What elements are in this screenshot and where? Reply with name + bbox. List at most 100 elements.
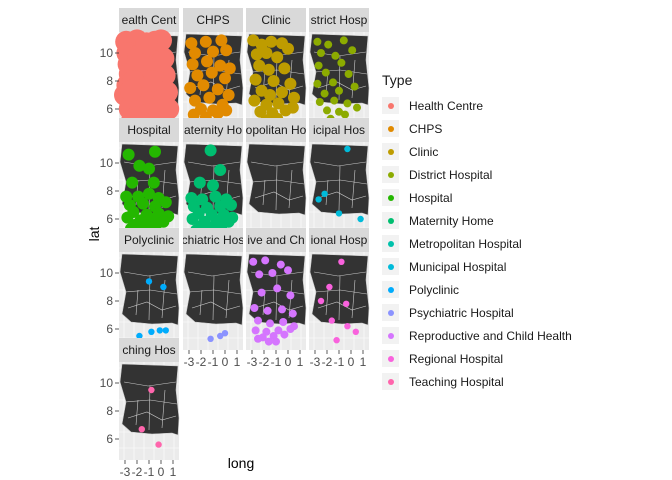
data-point bbox=[253, 59, 266, 72]
legend-dot-icon bbox=[387, 286, 394, 293]
facet-strip bbox=[309, 8, 369, 32]
data-point bbox=[189, 47, 201, 59]
x-tick-label: 1 bbox=[360, 355, 367, 369]
data-point bbox=[199, 35, 212, 48]
legend-item: Municipal Hospital bbox=[382, 255, 662, 278]
legend-item: Maternity Home bbox=[382, 209, 662, 232]
data-point bbox=[138, 426, 145, 433]
legend-items: Health Centre CHPS Clinic District Hospital… bbox=[382, 94, 662, 393]
legend-dot-icon bbox=[387, 355, 394, 362]
legend-item: CHPS bbox=[382, 117, 662, 140]
x-tick-label: -1 bbox=[208, 355, 219, 369]
facet-panel: aternity Ho bbox=[183, 118, 244, 240]
legend-item: Clinic bbox=[382, 140, 662, 163]
facet-strip-label: ching Hos bbox=[122, 343, 175, 357]
data-point bbox=[278, 62, 291, 75]
data-point bbox=[288, 91, 300, 104]
x-tick-label: 0 bbox=[348, 355, 355, 369]
data-point bbox=[254, 316, 262, 325]
facet-strip-label: Polyclinic bbox=[124, 233, 174, 247]
data-point bbox=[335, 107, 343, 116]
data-point bbox=[197, 79, 210, 92]
y-tick-label: 8 bbox=[106, 184, 113, 198]
legend-key bbox=[382, 120, 399, 137]
legend-key bbox=[382, 235, 399, 252]
x-tick-label: 0 bbox=[158, 465, 165, 479]
x-tick-labels: -3 -2 -1 0 1 bbox=[310, 355, 367, 369]
ghana-map bbox=[119, 253, 180, 326]
y-tick-label: 10 bbox=[100, 266, 114, 280]
data-point bbox=[219, 72, 231, 85]
data-point bbox=[207, 179, 219, 192]
facet-strip bbox=[119, 8, 179, 32]
legend-label: Psychiatric Hospital bbox=[409, 305, 514, 320]
data-point bbox=[313, 37, 322, 46]
legend-dot-icon bbox=[387, 240, 394, 247]
data-point bbox=[353, 103, 361, 112]
data-point bbox=[268, 269, 277, 277]
y-tick-label: 6 bbox=[106, 212, 113, 226]
x-tick-label: 1 bbox=[170, 465, 177, 479]
data-point bbox=[155, 441, 162, 448]
facet-panel: ching Hos 10 8 6 -3 -2 -1 0 1 bbox=[100, 338, 180, 479]
data-point bbox=[203, 91, 216, 104]
data-point bbox=[186, 213, 199, 225]
legend-label: Metropolitan Hospital bbox=[409, 236, 522, 251]
x-tick-label: -2 bbox=[322, 355, 333, 369]
x-tick-label: -2 bbox=[259, 355, 270, 369]
data-point bbox=[205, 66, 218, 79]
data-point bbox=[261, 256, 270, 265]
legend-key bbox=[382, 97, 399, 114]
data-point bbox=[272, 337, 280, 346]
ghana-map bbox=[309, 143, 370, 216]
y-axis-label: lat bbox=[86, 227, 102, 242]
legend-item: District Hospital bbox=[382, 163, 662, 186]
data-point bbox=[148, 386, 155, 394]
data-point bbox=[160, 283, 167, 291]
legend-label: Hospital bbox=[409, 190, 453, 205]
facet-panel: Polyclinic 10 8 6 bbox=[100, 228, 180, 350]
legend-dot-icon bbox=[387, 171, 394, 178]
data-point bbox=[220, 44, 233, 57]
legend-item: Hospital bbox=[382, 186, 662, 209]
legend-label: Municipal Hospital bbox=[409, 259, 507, 274]
data-point bbox=[214, 164, 227, 176]
x-tick-label: -3 bbox=[120, 465, 131, 479]
ghana-map bbox=[309, 253, 370, 326]
facet-strip bbox=[246, 228, 306, 252]
facet-strip bbox=[309, 118, 369, 142]
data-point bbox=[225, 199, 237, 211]
facet-panel: chiatric Hos -3 -2 -1 0 1 bbox=[183, 228, 244, 369]
facet-panel: ional Hosp -3 -2 -1 0 1 bbox=[309, 228, 370, 369]
data-point bbox=[211, 83, 224, 96]
y-tick-label: 6 bbox=[106, 102, 113, 116]
data-point bbox=[140, 70, 163, 92]
data-point bbox=[255, 270, 264, 279]
data-point bbox=[335, 86, 343, 95]
y-tick-label: 6 bbox=[106, 432, 113, 446]
legend-key bbox=[382, 143, 399, 160]
x-tick-labels: -3 -2 -1 0 1 bbox=[184, 355, 241, 369]
data-point bbox=[264, 337, 273, 346]
data-point bbox=[326, 283, 333, 291]
y-tick-label: 6 bbox=[106, 322, 113, 336]
data-point bbox=[217, 332, 224, 340]
legend-key bbox=[382, 281, 399, 298]
data-point bbox=[338, 258, 345, 265]
y-tick-label: 10 bbox=[100, 376, 114, 390]
data-point bbox=[204, 144, 217, 157]
data-point bbox=[254, 105, 267, 118]
x-tick-label: -1 bbox=[144, 465, 155, 479]
data-point bbox=[343, 300, 350, 307]
legend-dot-icon bbox=[387, 217, 394, 224]
data-point bbox=[257, 288, 266, 297]
legend-key bbox=[382, 166, 399, 183]
data-point bbox=[330, 96, 339, 105]
legend-key bbox=[382, 373, 399, 390]
data-point bbox=[248, 94, 261, 107]
data-point bbox=[320, 89, 329, 98]
data-point bbox=[137, 197, 149, 210]
data-point bbox=[280, 330, 289, 339]
data-point bbox=[328, 317, 335, 324]
